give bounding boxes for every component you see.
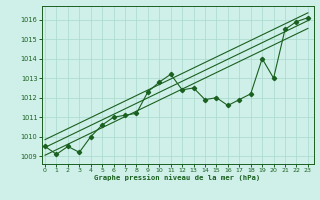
X-axis label: Graphe pression niveau de la mer (hPa): Graphe pression niveau de la mer (hPa) (94, 175, 261, 181)
